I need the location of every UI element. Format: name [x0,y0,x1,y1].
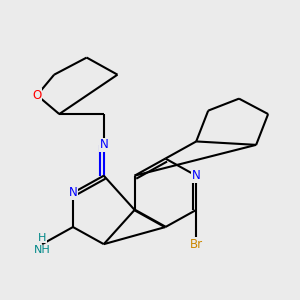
Text: N: N [192,169,201,182]
Text: Br: Br [190,238,203,251]
Text: N: N [69,186,77,199]
Text: NH: NH [34,245,50,255]
Text: H: H [38,233,46,243]
Text: O: O [32,89,42,102]
Text: N: N [99,138,108,152]
